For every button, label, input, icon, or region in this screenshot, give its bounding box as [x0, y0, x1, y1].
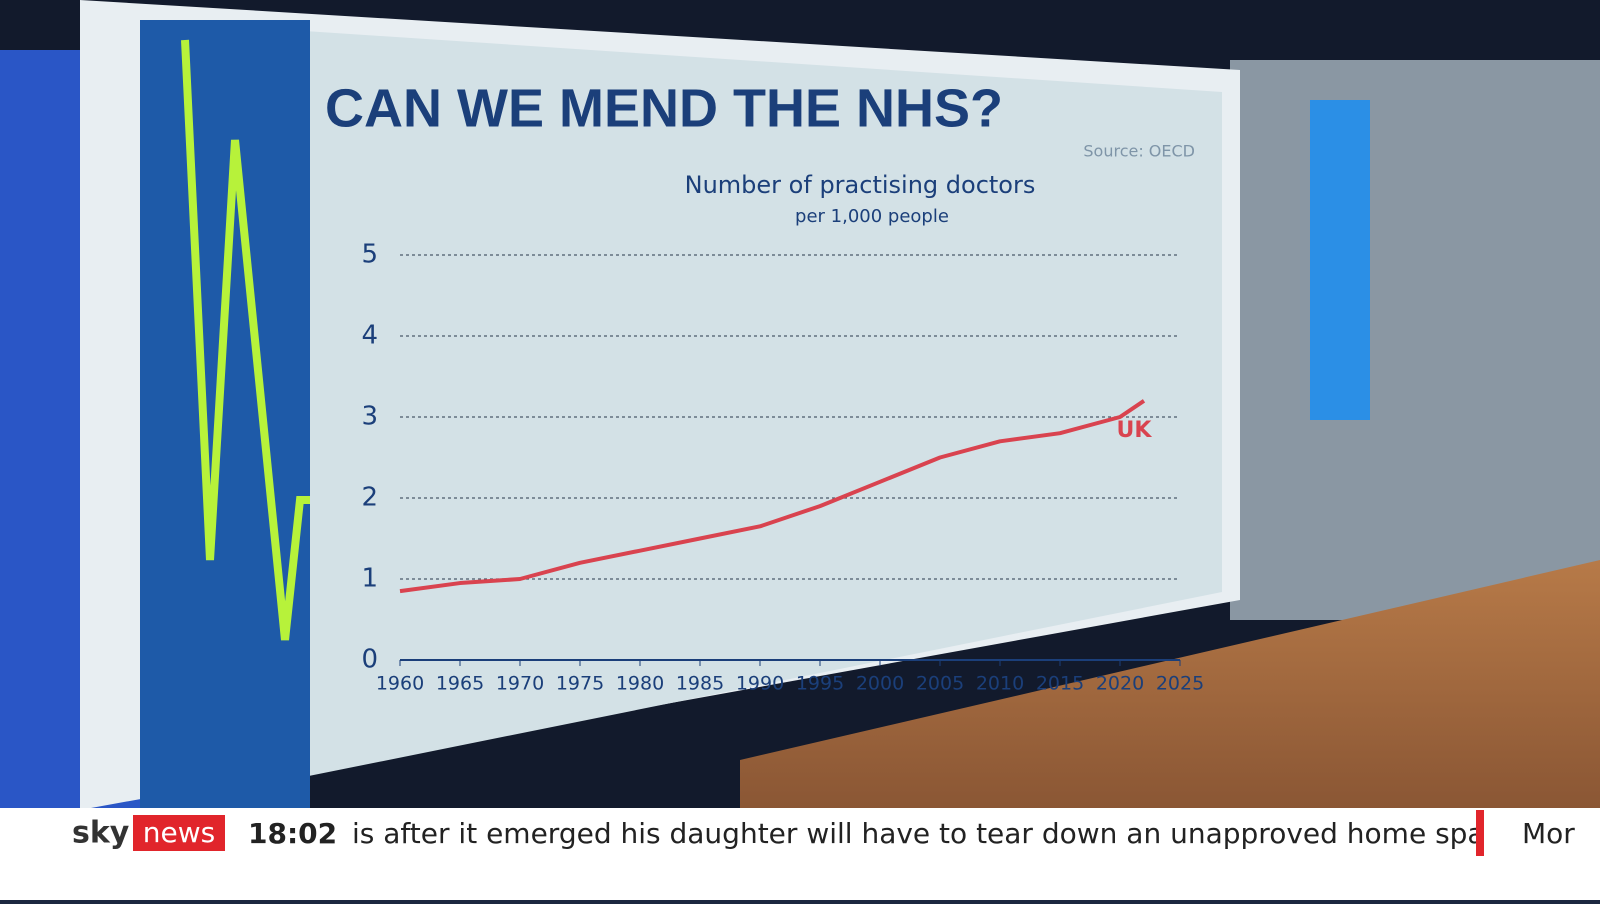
x-tick-label: 1985 [676, 673, 724, 695]
ticker-next: Mor [1522, 817, 1575, 850]
ticker-bar [0, 808, 1600, 900]
x-tick-label: 2000 [856, 673, 904, 695]
floor [740, 560, 1600, 810]
x-tick-label: 2025 [1156, 673, 1204, 695]
x-tick-label: 1995 [796, 673, 844, 695]
source: Source: OECD [1083, 142, 1195, 161]
x-tick-label: 2015 [1036, 673, 1084, 695]
x-tick-label: 1960 [376, 673, 424, 695]
x-tick-label: 2010 [976, 673, 1024, 695]
y-tick-label: 5 [361, 240, 378, 270]
y-tick-label: 0 [361, 645, 378, 675]
y-tick-label: 2 [361, 483, 378, 513]
brand-news: news [143, 816, 215, 849]
studio-light [1310, 100, 1370, 420]
data-line [399, 399, 1146, 594]
heartbeat-decoration [181, 39, 310, 641]
screen-stripe [140, 20, 310, 810]
x-tick-label: 2020 [1096, 673, 1144, 695]
studio-room [1230, 60, 1600, 620]
plot: 0 1 2 3 4 5 1960 1965 1970 1975 1980 1985 1990 1995 20… [361, 240, 1204, 695]
y-tick-label: 1 [361, 564, 378, 594]
series-label: UK [1117, 418, 1153, 443]
ticker-time: 18:02 [248, 817, 337, 850]
x-tick-label: 1975 [556, 673, 604, 695]
y-tick-label: 3 [361, 402, 378, 432]
brand-box [133, 815, 225, 851]
chart-title: CAN WE MEND THE NHS? [325, 78, 1003, 138]
y-tick-label: 4 [361, 321, 378, 351]
x-tick-label: 1965 [436, 673, 484, 695]
brand-sky: sky [72, 816, 130, 851]
x-tick-label: 1980 [616, 673, 664, 695]
screen [140, 20, 1222, 810]
x-tick-label: 1990 [736, 673, 784, 695]
unit-label: per 1,000 people [795, 206, 949, 227]
ticker-divider [1476, 810, 1484, 856]
x-tick-label: 1970 [496, 673, 544, 695]
ticker-headline: is after it emerged his daughter will ha… [352, 817, 1485, 850]
x-tick-label: 2005 [916, 673, 964, 695]
chart-subtitle: Number of practising doctors [685, 171, 1036, 199]
